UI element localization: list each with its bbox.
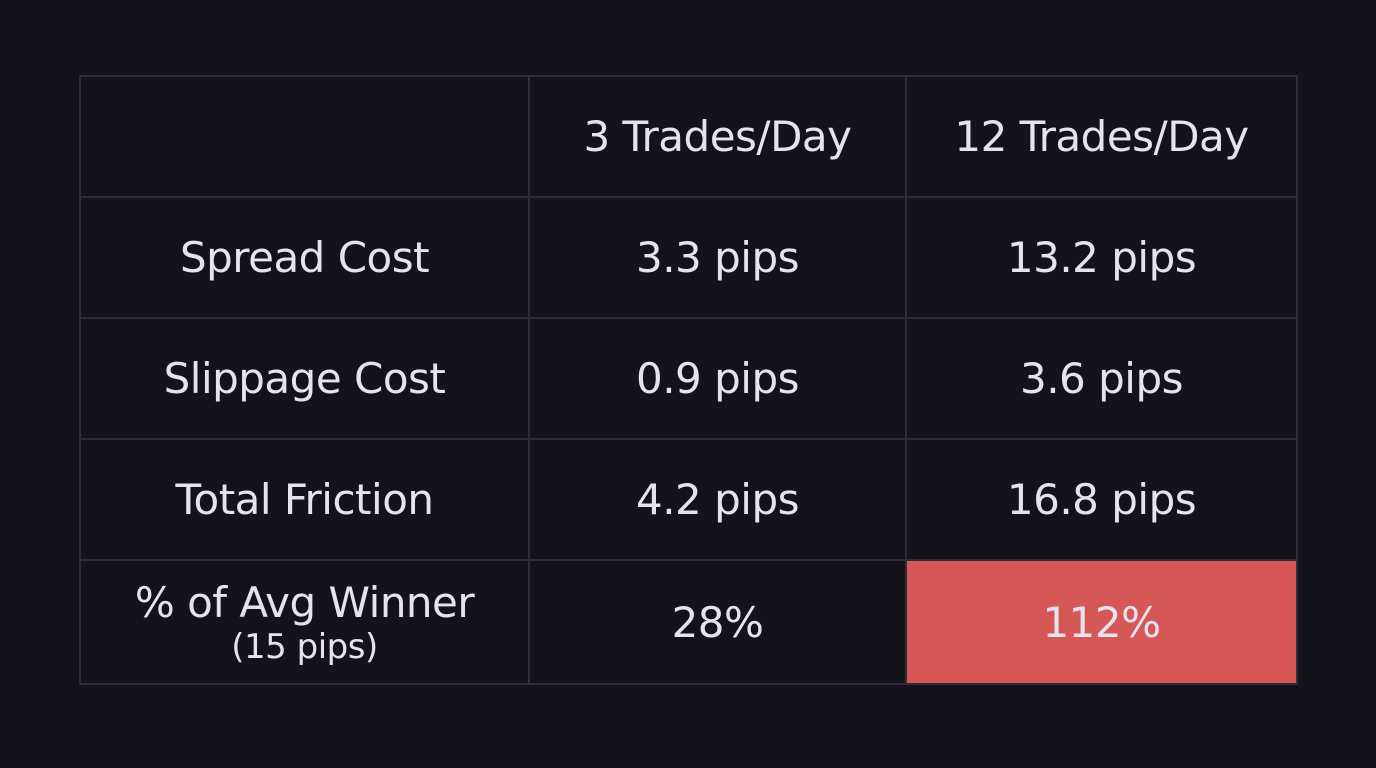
row-label: Spread Cost bbox=[79, 196, 530, 319]
cell-value: 3.6 pips bbox=[905, 317, 1298, 440]
cell-value: 28% bbox=[528, 559, 907, 685]
row-label: Slippage Cost bbox=[79, 317, 530, 440]
table-row-total-friction: Total Friction 4.2 pips 16.8 pips bbox=[79, 438, 1298, 561]
friction-comparison-table: 3 Trades/Day 12 Trades/Day Spread Cost 3… bbox=[79, 75, 1298, 685]
cell-value: 16.8 pips bbox=[905, 438, 1298, 561]
cell-value-highlighted: 112% bbox=[905, 559, 1298, 685]
row-label-sub: (15 pips) bbox=[231, 627, 378, 667]
column-header-3-trades: 3 Trades/Day bbox=[528, 75, 907, 198]
table-header-row: 3 Trades/Day 12 Trades/Day bbox=[79, 75, 1298, 198]
cell-value: 13.2 pips bbox=[905, 196, 1298, 319]
table-row-spread-cost: Spread Cost 3.3 pips 13.2 pips bbox=[79, 196, 1298, 319]
cell-value: 3.3 pips bbox=[528, 196, 907, 319]
corner-cell bbox=[79, 75, 530, 198]
row-label: % of Avg Winner (15 pips) bbox=[79, 559, 530, 685]
cell-value: 4.2 pips bbox=[528, 438, 907, 561]
column-header-12-trades: 12 Trades/Day bbox=[905, 75, 1298, 198]
cell-value: 0.9 pips bbox=[528, 317, 907, 440]
row-label: Total Friction bbox=[79, 438, 530, 561]
table-row-pct-avg-winner: % of Avg Winner (15 pips) 28% 112% bbox=[79, 559, 1298, 685]
row-label-main: % of Avg Winner bbox=[134, 578, 475, 627]
table-row-slippage-cost: Slippage Cost 0.9 pips 3.6 pips bbox=[79, 317, 1298, 440]
